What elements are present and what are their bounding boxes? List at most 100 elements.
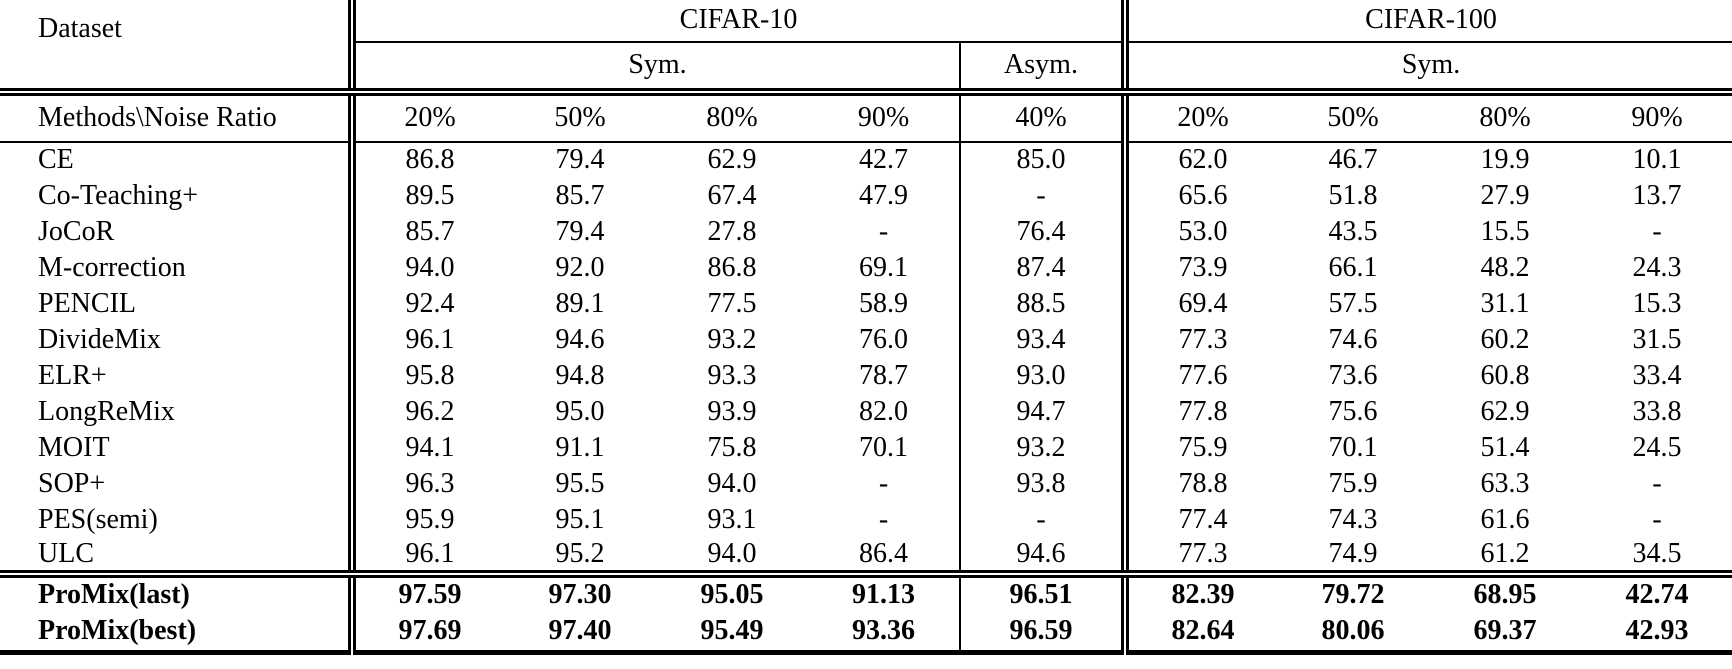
value-cell: 82.39 [1121, 574, 1278, 613]
value-cell: 94.1 [348, 430, 504, 466]
value-cell: 86.8 [707, 251, 757, 283]
value-cell: 95.8 [348, 358, 504, 394]
method-name: SOP+ [38, 467, 106, 499]
method-name: DivideMix [38, 323, 161, 355]
value-cell: 94.0 [656, 538, 808, 578]
value-cell: 91.13 [852, 579, 915, 611]
value-cell: 75.6 [1328, 395, 1378, 427]
value-cell: - [1652, 215, 1662, 247]
value-cell: 62.0 [1121, 142, 1278, 178]
value-cell: 69.37 [1429, 613, 1582, 655]
value-cell: 42.93 [1581, 613, 1732, 655]
col-header: 50% [1277, 92, 1430, 143]
method-name: ProMix(last) [38, 579, 190, 611]
value-cell: 70.1 [859, 431, 908, 463]
value-cell: 77.6 [1121, 358, 1278, 394]
value-cell: - [878, 215, 889, 247]
value-cell: 46.7 [1328, 144, 1378, 176]
method-name: CE [38, 144, 74, 176]
value-cell: 80.06 [1277, 613, 1430, 655]
subgroup-header-asym-cifar10: Asym. [958, 42, 1126, 96]
value-cell: 93.0 [958, 358, 1126, 394]
value-cell: 86.4 [808, 538, 960, 578]
value-cell: 93.36 [808, 613, 960, 655]
col-header: 80% [1429, 92, 1582, 143]
value-cell: 94.6 [958, 538, 1126, 578]
col-header: 20% [1121, 92, 1278, 143]
value-cell: 78.8 [1121, 466, 1278, 502]
value-cell: 24.3 [1632, 251, 1682, 283]
value-cell: 78.7 [859, 359, 908, 391]
value-cell: 82.0 [859, 395, 908, 427]
value-cell: 70.1 [1328, 431, 1378, 463]
value-cell: 62.9 [707, 144, 757, 176]
value-cell: 97.59 [348, 574, 504, 613]
value-cell: 33.8 [1632, 395, 1682, 427]
method-name: M-correction [38, 251, 186, 283]
value-cell: 77.4 [1121, 502, 1278, 538]
value-cell: 42.7 [859, 144, 908, 176]
value-cell: 19.9 [1480, 144, 1530, 176]
method-name: ULC [0, 538, 352, 578]
value-cell: 93.3 [707, 359, 757, 391]
value-cell: 57.5 [1328, 287, 1378, 319]
value-cell: 31.1 [1480, 287, 1530, 319]
table-row: ELR+ 95.8 94.8 93.3 78.7 93.0 77.6 73.6 … [0, 358, 1732, 394]
value-cell: 75.9 [1121, 430, 1278, 466]
value-cell: 95.1 [555, 503, 605, 535]
value-cell: 53.0 [1121, 214, 1278, 250]
value-cell: 31.5 [1632, 323, 1682, 355]
value-cell: 93.2 [958, 430, 1126, 466]
method-name: Co-Teaching+ [38, 179, 199, 211]
value-cell: 79.4 [555, 144, 605, 176]
value-cell: 95.5 [555, 467, 605, 499]
value-cell: 73.9 [1121, 250, 1278, 286]
value-cell: 75.8 [707, 431, 757, 463]
value-cell: 85.7 [555, 179, 605, 211]
col-header: 40% [958, 92, 1126, 143]
value-cell: 15.5 [1480, 215, 1530, 247]
value-cell: 86.8 [348, 142, 504, 178]
col-header: 20% [348, 92, 504, 143]
value-cell: 24.5 [1632, 431, 1682, 463]
value-cell: 51.8 [1328, 179, 1378, 211]
value-cell: 74.6 [1328, 323, 1378, 355]
table-row: MOIT 94.1 91.1 75.8 70.1 93.2 75.9 70.1 … [0, 430, 1732, 466]
value-cell: 93.2 [707, 323, 757, 355]
header-row-datasets: Dataset CIFAR-10 CIFAR-100 [0, 0, 1732, 96]
value-cell: 95.9 [348, 502, 504, 538]
table-row: DivideMix 96.1 94.6 93.2 76.0 93.4 77.3 … [0, 322, 1732, 358]
value-cell: 97.40 [504, 613, 656, 655]
value-cell: 74.9 [1277, 538, 1430, 578]
value-cell: 60.2 [1480, 323, 1530, 355]
value-cell: 42.74 [1625, 579, 1689, 611]
subgroup-header-sym-cifar10: Sym. [348, 42, 960, 96]
table-row: Co-Teaching+ 89.5 85.7 67.4 47.9 - 65.6 … [0, 178, 1732, 214]
value-cell: - [1652, 467, 1662, 499]
benchmark-results-table: Dataset CIFAR-10 CIFAR-100 Sym. Asym. Sy… [0, 0, 1732, 655]
value-cell: 33.4 [1632, 359, 1682, 391]
value-cell: 75.9 [1328, 467, 1378, 499]
method-name: LongReMix [38, 395, 175, 427]
value-cell: 79.72 [1321, 579, 1385, 611]
value-cell: 62.9 [1480, 395, 1530, 427]
method-name: MOIT [38, 431, 110, 463]
value-cell: 93.9 [707, 395, 757, 427]
value-cell: 77.5 [707, 287, 757, 319]
value-cell: 89.1 [555, 287, 605, 319]
value-cell: 85.0 [958, 142, 1126, 178]
col-header: 90% [808, 92, 960, 143]
method-name: PENCIL [38, 287, 136, 319]
value-cell: - [958, 178, 1126, 214]
value-cell: 92.0 [555, 251, 605, 283]
value-cell: 94.6 [555, 323, 605, 355]
value-cell: 74.3 [1328, 503, 1378, 535]
value-cell: 95.05 [700, 579, 764, 611]
value-cell: 27.8 [707, 215, 757, 247]
value-cell: - [1652, 503, 1662, 535]
value-cell: 61.2 [1429, 538, 1582, 578]
value-cell: 97.30 [548, 579, 612, 611]
value-cell: 77.8 [1121, 394, 1278, 430]
value-cell: 96.3 [348, 466, 504, 502]
value-cell: 48.2 [1480, 251, 1530, 283]
